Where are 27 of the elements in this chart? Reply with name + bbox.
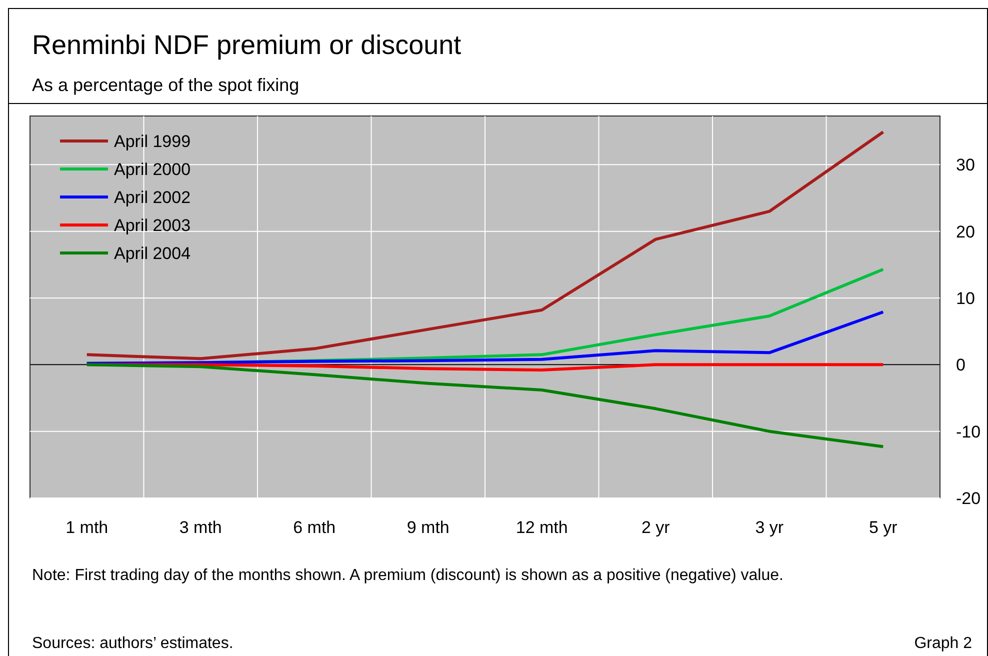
legend-label: April 2004 <box>114 244 191 263</box>
legend-label: April 1999 <box>114 132 191 151</box>
y-tick-label: 20 <box>956 222 975 242</box>
x-tick-label: 12 mth <box>516 518 568 537</box>
line-series <box>85 130 885 360</box>
chart-title: Renminbi NDF premium or discount <box>32 30 462 60</box>
chart-subtitle: As a percentage of the spot fixing <box>32 75 300 95</box>
y-tick-label: 10 <box>956 288 975 308</box>
x-tick-label: 3 yr <box>755 518 784 537</box>
caption: Graph 2 <box>914 635 972 652</box>
x-tick-label: 9 mth <box>406 518 450 537</box>
x-tick-label: 5 yr <box>868 518 898 537</box>
legend-label: April 2000 <box>114 160 191 179</box>
y-tick-label: -10 <box>956 422 981 442</box>
x-tick-label: 6 mth <box>293 518 336 537</box>
legend-label: April 2002 <box>114 188 191 207</box>
source-note: Sources: authors’ estimates. <box>32 635 234 652</box>
x-tick-label: 1 mth <box>66 518 108 537</box>
legend-label: April 2003 <box>114 216 191 235</box>
text: Note: First trading day of the months shown. A premium (discount) is shown as a positive (negative) value. <box>32 567 784 584</box>
x-tick-label: 2 yr <box>641 518 670 537</box>
x-tick-label: 3 mth <box>179 518 222 537</box>
line-series <box>85 310 885 365</box>
line-series <box>85 363 885 448</box>
y-tick-label: 30 <box>956 156 975 175</box>
y-tick-label: -20 <box>956 488 981 508</box>
y-tick-label: 0 <box>956 356 966 375</box>
